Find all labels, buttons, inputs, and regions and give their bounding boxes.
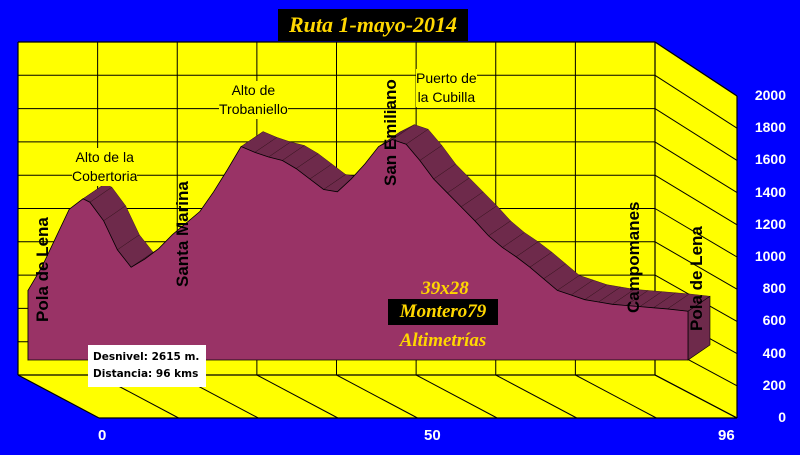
label-santa-marina: Santa Marina xyxy=(173,181,192,287)
y-tick-label: 1400 xyxy=(754,183,786,200)
y-tick-label: 2000 xyxy=(754,87,786,103)
y-tick-label: 800 xyxy=(762,280,786,297)
grid-line-side xyxy=(654,74,738,129)
grid-line-side xyxy=(654,208,738,258)
grid-line-floor xyxy=(415,374,498,419)
y-tick-label: 600 xyxy=(762,312,786,329)
grid-line-side xyxy=(654,174,738,226)
y-tick-label: 200 xyxy=(762,376,786,393)
chart-title-box: Ruta 1-mayo-2014 xyxy=(278,9,468,41)
label-alto-trobaniello: Alto de Trobaniello xyxy=(219,81,288,119)
watermark-size: 39x28 xyxy=(421,278,469,299)
x-tick-label: 0 xyxy=(98,427,107,444)
grid-line-side xyxy=(654,108,738,161)
frame-edge xyxy=(654,374,738,419)
watermark-altimetrias: Altimetrías xyxy=(399,330,487,351)
frame-edge xyxy=(654,41,738,97)
grid-line-side xyxy=(654,241,738,290)
label-pola-de-lena-end: Pola de Lena xyxy=(687,226,706,331)
y-tick-label: 0 xyxy=(778,409,786,425)
frame-edge xyxy=(17,374,100,419)
info-box: Desnivel: 2615 m. Distancia: 96 kms xyxy=(88,345,206,387)
x-tick-label: 96 xyxy=(718,427,735,444)
watermark-author: Montero79 xyxy=(399,301,487,322)
y-tick-label: 1000 xyxy=(754,248,786,264)
y-tick-label: 1200 xyxy=(754,215,786,232)
grid-line-floor xyxy=(495,374,577,419)
grid-line-side xyxy=(654,141,738,194)
y-tick-label: 400 xyxy=(762,344,786,361)
label-alto-cobertoria: Alto de la Cobertoria xyxy=(72,148,138,186)
chart-title: Ruta 1-mayo-2014 xyxy=(288,12,458,37)
grid-line-floor xyxy=(256,374,339,419)
info-distancia: Distancia: 96 kms xyxy=(93,368,199,380)
info-desnivel: Desnivel: 2615 m. xyxy=(93,351,200,363)
profile-area xyxy=(27,124,711,361)
label-campomanes: Campomanes xyxy=(624,201,643,313)
grid-line-floor xyxy=(336,374,418,419)
y-tick-label: 1600 xyxy=(754,151,786,168)
x-tick-label: 50 xyxy=(424,427,441,444)
grid-line-floor xyxy=(575,374,657,419)
profile-front-face xyxy=(27,139,689,361)
label-san-emiliano: San Emiliano xyxy=(381,79,400,186)
label-puerto-cubilla: Puerto de la Cubilla xyxy=(416,69,477,107)
y-tick-label: 1800 xyxy=(754,119,786,136)
label-pola-de-lena-start: Pola de Lena xyxy=(33,217,52,322)
watermark-author-box: Montero79 xyxy=(388,299,498,325)
